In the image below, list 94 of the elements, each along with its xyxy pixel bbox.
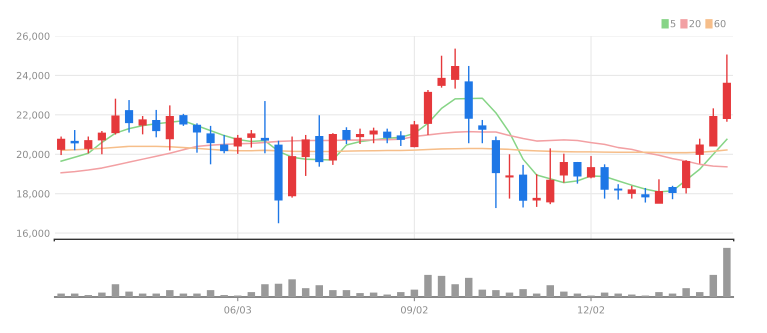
y-tick-label: 18,000 <box>17 190 50 199</box>
candlestick <box>628 185 636 200</box>
bar <box>506 292 514 297</box>
bar <box>193 294 201 297</box>
y-tick-label: 24,000 <box>16 72 50 80</box>
bar <box>410 290 418 297</box>
candlestick <box>57 136 66 156</box>
candlestick <box>98 130 106 155</box>
candlestick <box>247 129 256 148</box>
bar <box>166 290 174 297</box>
y-tick-label: 16,000 <box>17 230 50 238</box>
candlestick <box>342 126 351 145</box>
legend-label: 20 <box>690 20 701 28</box>
bar <box>668 294 676 297</box>
bar <box>302 288 310 297</box>
candlestick <box>573 161 582 184</box>
candlestick <box>600 164 609 200</box>
bar <box>532 294 540 297</box>
y-tick-label: 26,000 <box>16 32 50 41</box>
legend-label: 60 <box>714 20 726 28</box>
bar <box>98 292 106 297</box>
candlestick <box>138 115 147 136</box>
bar <box>655 292 663 297</box>
candlestick <box>696 138 704 164</box>
candlestick <box>383 128 392 144</box>
candlestick <box>654 178 664 204</box>
candlestick <box>478 119 486 144</box>
bar <box>464 278 472 297</box>
candlestick <box>260 100 270 154</box>
bar <box>397 292 405 297</box>
bar <box>478 290 486 297</box>
candlestick <box>111 98 120 136</box>
candlestick <box>70 129 79 152</box>
candlestick <box>668 185 677 200</box>
candlestick <box>614 184 622 200</box>
bar <box>261 284 269 297</box>
bar <box>560 292 568 297</box>
bar <box>125 292 133 297</box>
bar <box>316 285 324 297</box>
bar <box>370 292 378 297</box>
candlestick <box>220 134 228 154</box>
candlestick <box>451 48 460 90</box>
bar <box>723 248 731 297</box>
candlestick <box>396 130 405 147</box>
bar <box>438 276 446 297</box>
candlestick <box>234 134 242 155</box>
bar <box>546 285 554 297</box>
candlestick <box>586 155 596 179</box>
bar <box>206 290 214 297</box>
bar <box>342 290 350 297</box>
y-tick-label: 22,000 <box>16 111 50 120</box>
candlestick <box>410 120 418 148</box>
candlestick <box>166 104 174 152</box>
bar <box>248 292 256 297</box>
candlestick <box>192 122 202 154</box>
candlestick <box>356 128 364 145</box>
bar <box>274 284 282 297</box>
candlestick <box>206 125 215 166</box>
bar <box>600 292 608 297</box>
bar <box>112 284 120 297</box>
candlestick <box>302 134 310 177</box>
bar <box>152 294 160 297</box>
legend-label: 5 <box>670 20 676 28</box>
bar <box>288 279 296 297</box>
candlestick <box>124 99 134 134</box>
candlestick <box>179 113 188 127</box>
candlestick <box>546 148 554 205</box>
bar <box>356 293 364 297</box>
bar <box>70 294 78 297</box>
candlestick <box>370 126 378 144</box>
candlestick <box>84 136 92 154</box>
y-tick-label: 20,000 <box>16 150 50 160</box>
bar <box>180 294 188 297</box>
x-tick-label: 09/02 <box>401 306 428 314</box>
candlestick <box>505 154 514 200</box>
bar <box>451 284 459 297</box>
bar <box>329 290 337 297</box>
bar <box>696 292 704 297</box>
bar <box>57 294 65 297</box>
bar <box>138 294 146 297</box>
bar <box>492 290 500 297</box>
candlestick <box>437 55 446 88</box>
x-tick-label: 06/03 <box>224 306 251 314</box>
x-tick-label: 12/02 <box>578 306 604 314</box>
candlestick <box>152 109 160 138</box>
bar <box>710 274 718 297</box>
bar <box>682 288 690 297</box>
candlestick <box>532 173 541 208</box>
bar <box>614 294 622 297</box>
bar <box>574 294 582 297</box>
bar <box>424 274 432 297</box>
candlestick <box>560 152 568 184</box>
candlestick <box>641 187 650 204</box>
bar <box>519 289 527 297</box>
